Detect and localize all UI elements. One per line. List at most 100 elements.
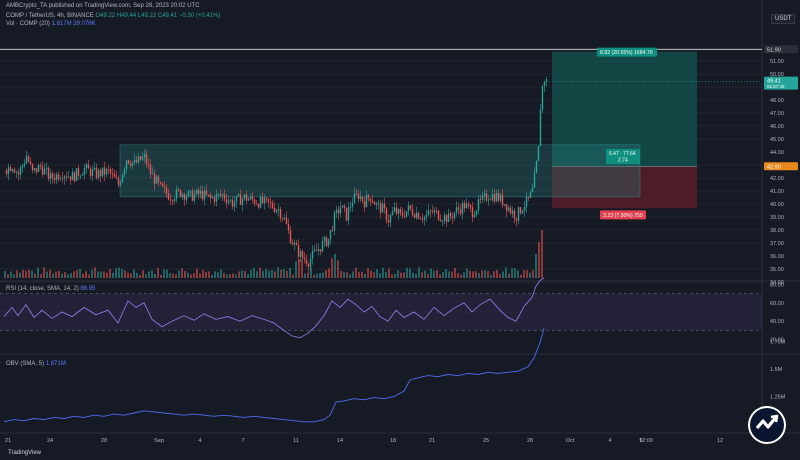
volume-bar xyxy=(391,274,393,278)
candle-body xyxy=(357,193,360,200)
volume-bar xyxy=(361,271,363,278)
volume-bar xyxy=(250,269,252,278)
currency-badge[interactable]: USDT xyxy=(771,14,796,24)
volume-bar xyxy=(472,271,474,278)
candle-body xyxy=(145,153,148,165)
candle-body xyxy=(353,193,356,203)
candle-body xyxy=(279,209,282,219)
candle-body xyxy=(83,168,86,175)
candle-body xyxy=(85,164,88,169)
candle-body xyxy=(451,216,454,219)
volume-bar xyxy=(19,272,21,278)
candle-body xyxy=(521,210,524,214)
candle-body xyxy=(267,198,270,202)
candle-body xyxy=(151,173,154,175)
candle-body xyxy=(311,250,314,259)
tradingview-brand[interactable]: TradingView xyxy=(8,450,42,456)
candle-body xyxy=(87,164,90,169)
resistance-price-label: 51.90 xyxy=(767,47,781,53)
time-tick-label: 12:00 xyxy=(639,438,653,444)
demand-zone xyxy=(119,144,641,198)
candle-body xyxy=(97,170,100,178)
candle-body xyxy=(81,174,84,176)
volume-bar xyxy=(277,267,279,278)
candle-body xyxy=(93,167,96,170)
obv-tick-label: 1.75M xyxy=(770,340,786,346)
candle-body xyxy=(5,170,8,175)
time-tick-label: 28 xyxy=(101,438,107,444)
candle-body xyxy=(31,163,34,171)
candle-body xyxy=(239,194,242,205)
candle-body xyxy=(173,199,176,202)
candle-body xyxy=(533,172,536,188)
candle-body xyxy=(139,156,142,160)
candle-body xyxy=(205,190,208,195)
volume-bar xyxy=(346,272,348,278)
candle-body xyxy=(255,203,258,205)
candle-body xyxy=(153,173,156,184)
candle-body xyxy=(429,210,432,212)
volume-bar xyxy=(349,274,351,278)
volume-bar xyxy=(514,268,516,278)
candle-body xyxy=(531,187,534,192)
candle-body xyxy=(499,194,502,201)
candle-body xyxy=(137,156,140,163)
candle-body xyxy=(147,164,150,165)
volume-bar xyxy=(49,269,51,278)
price-tick-label: 39.00 xyxy=(770,215,784,221)
candle-body xyxy=(355,193,358,195)
volume-bar xyxy=(187,272,189,278)
candle-body xyxy=(223,194,226,199)
volume-bar xyxy=(313,274,315,278)
volume-bar xyxy=(181,268,183,278)
volume-bar xyxy=(214,271,216,278)
candle-body xyxy=(375,203,378,205)
volume-bar xyxy=(406,267,408,278)
candle-body xyxy=(351,202,354,208)
candle-body xyxy=(215,194,218,202)
candle-body xyxy=(539,109,542,147)
candle-body xyxy=(131,162,134,166)
price-tick-label: 34.00 xyxy=(770,280,784,286)
volume-bar xyxy=(262,271,264,278)
volume-bar xyxy=(529,272,531,278)
candle-body xyxy=(109,169,112,174)
candle-body xyxy=(179,189,182,197)
volume-bar xyxy=(376,269,378,278)
candle-body xyxy=(285,217,288,224)
volume-bar xyxy=(367,268,369,278)
candle-body xyxy=(369,198,372,201)
candle-body xyxy=(541,86,544,110)
volume-bar xyxy=(40,274,42,278)
candle-body xyxy=(463,203,466,209)
candle-body xyxy=(249,196,252,199)
time-tick-label: 4 xyxy=(608,438,611,444)
candle-body xyxy=(199,190,202,195)
candle-body xyxy=(515,218,518,221)
candle-body xyxy=(233,202,236,207)
candle-body xyxy=(427,210,430,215)
volume-bar xyxy=(82,273,84,278)
candle-body xyxy=(517,207,520,221)
volume-bar xyxy=(448,271,450,278)
candle-body xyxy=(235,195,238,203)
volume-bar xyxy=(412,272,414,278)
candle-body xyxy=(77,168,80,176)
volume-bar xyxy=(400,272,402,278)
candle-body xyxy=(123,168,126,175)
candle-body xyxy=(57,174,60,180)
candle-body xyxy=(343,205,346,208)
candle-body xyxy=(431,211,434,213)
volume-bar xyxy=(418,267,420,278)
price-tick-label: 38.00 xyxy=(770,228,784,234)
candle-body xyxy=(481,195,484,200)
volume-bar xyxy=(373,272,375,278)
volume-bar xyxy=(178,270,180,278)
candle-body xyxy=(39,165,42,167)
candle-body xyxy=(477,199,480,211)
volume-bar xyxy=(112,272,114,278)
candle-body xyxy=(157,176,160,182)
candle-body xyxy=(177,189,180,190)
volume-bar xyxy=(70,273,72,278)
time-tick-label: 21 xyxy=(5,438,11,444)
